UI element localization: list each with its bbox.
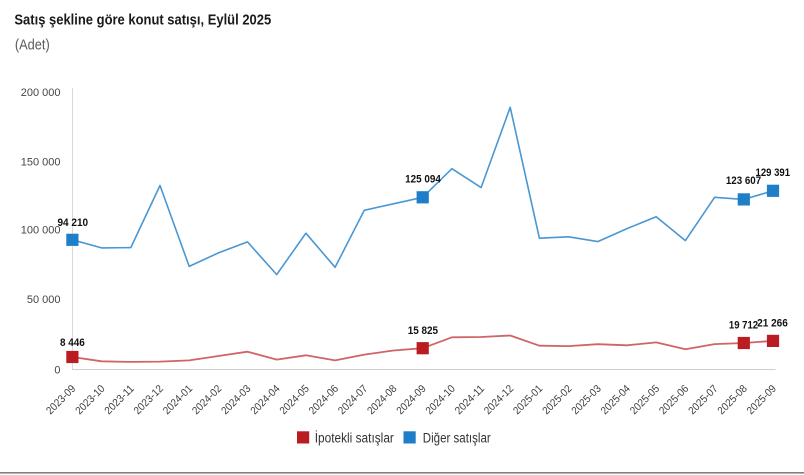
svg-text:Satış şekline göre konut satış: Satış şekline göre konut satışı, Eylül 2… (14, 13, 271, 29)
svg-text:100 000: 100 000 (21, 225, 61, 237)
svg-text:2024-05: 2024-05 (278, 383, 312, 417)
svg-text:129 391: 129 391 (756, 167, 791, 179)
svg-text:2023-12: 2023-12 (132, 383, 166, 417)
svg-text:21 266: 21 266 (757, 318, 788, 330)
svg-text:0: 0 (54, 364, 60, 376)
svg-text:200 000: 200 000 (21, 87, 61, 99)
svg-text:2023-10: 2023-10 (73, 383, 107, 417)
svg-text:15 825: 15 825 (408, 325, 438, 337)
svg-text:(Adet): (Adet) (15, 37, 50, 54)
svg-text:2023-11: 2023-11 (102, 383, 136, 417)
svg-text:125 094: 125 094 (405, 173, 441, 185)
svg-text:8 446: 8 446 (60, 337, 85, 349)
svg-text:2025-03: 2025-03 (569, 383, 603, 417)
svg-text:Diğer satışlar: Diğer satışlar (423, 430, 491, 445)
svg-text:2024-03: 2024-03 (219, 383, 253, 417)
svg-text:2025-09: 2025-09 (745, 383, 779, 417)
svg-text:2024-04: 2024-04 (248, 383, 282, 417)
svg-text:2024-02: 2024-02 (190, 383, 224, 417)
svg-text:2025-05: 2025-05 (628, 383, 662, 417)
svg-text:İpotekli satışlar: İpotekli satışlar (315, 430, 395, 445)
svg-text:2024-12: 2024-12 (482, 383, 516, 417)
svg-text:2025-07: 2025-07 (686, 383, 720, 417)
svg-text:2025-06: 2025-06 (657, 383, 691, 417)
svg-text:2024-07: 2024-07 (336, 383, 370, 417)
svg-text:2024-09: 2024-09 (394, 383, 428, 417)
svg-text:2024-10: 2024-10 (424, 383, 458, 417)
svg-text:50 000: 50 000 (27, 294, 61, 306)
svg-text:123 607: 123 607 (726, 175, 761, 187)
svg-text:2025-04: 2025-04 (599, 383, 633, 417)
svg-text:2023-09: 2023-09 (44, 383, 78, 417)
svg-text:2025-08: 2025-08 (715, 383, 749, 417)
svg-text:2024-11: 2024-11 (453, 383, 487, 417)
svg-text:2025-02: 2025-02 (540, 383, 574, 417)
svg-text:2025-01: 2025-01 (511, 383, 545, 417)
svg-text:2024-08: 2024-08 (365, 383, 399, 417)
svg-text:19 712: 19 712 (729, 319, 758, 331)
svg-text:150 000: 150 000 (21, 157, 61, 169)
svg-text:2024-06: 2024-06 (307, 383, 341, 417)
svg-text:2024-01: 2024-01 (161, 383, 195, 417)
svg-text:94 210: 94 210 (58, 217, 89, 229)
